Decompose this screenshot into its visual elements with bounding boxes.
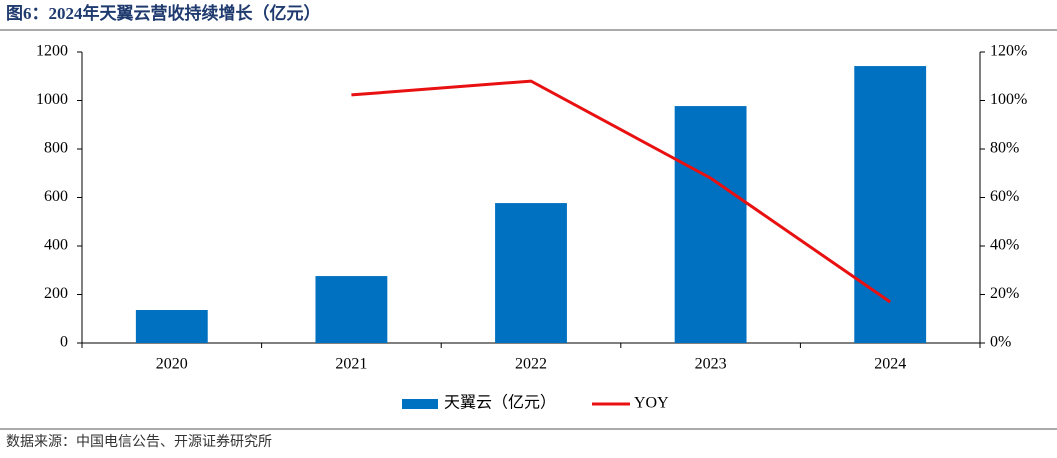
y-tick-label: 800: [44, 140, 68, 157]
y-tick-label: 400: [44, 237, 68, 254]
x-tick-label: 2023: [695, 356, 727, 373]
bar: [674, 106, 747, 343]
chart-title: 图6：2024年天翼云营收持续增长（亿元）: [6, 3, 321, 23]
bar: [854, 66, 927, 343]
y2-tick-label: 80%: [990, 140, 1019, 157]
y-tick-label: 1000: [36, 91, 68, 108]
legend-label: 天翼云（亿元）: [444, 394, 556, 412]
y2-tick-label: 120%: [990, 43, 1027, 60]
legend-label: YOY: [634, 395, 669, 412]
y-tick-label: 1200: [36, 43, 68, 60]
y-tick-label: 0: [60, 334, 68, 351]
line: [351, 79, 892, 304]
source: 数据来源：中国电信公告、开源证券研究所: [6, 434, 272, 450]
y-tick-label: 200: [44, 285, 68, 302]
y2-tick-label: 100%: [990, 91, 1027, 108]
bar: [135, 310, 208, 343]
x-tick-label: 2022: [515, 356, 547, 373]
x-tick-label: 2021: [335, 356, 367, 373]
y2-tick-label: 40%: [990, 237, 1019, 254]
bar: [495, 203, 567, 343]
bar: [315, 276, 388, 343]
y-tick-label: 600: [44, 188, 68, 205]
y2-tick-label: 0%: [990, 334, 1011, 351]
legend-swatch: [402, 399, 438, 409]
y2-tick-label: 20%: [990, 285, 1019, 302]
x-tick-label: 2024: [874, 356, 906, 373]
x-tick-label: 2020: [156, 356, 188, 373]
y2-tick-label: 60%: [990, 188, 1019, 205]
